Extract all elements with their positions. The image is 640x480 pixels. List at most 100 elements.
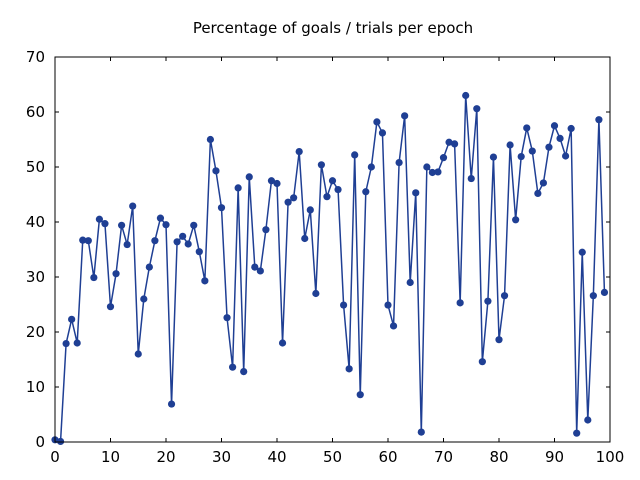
data-point [295, 148, 303, 156]
x-tick-labels: 0 10 20 30 40 50 60 70 80 90 100 [50, 448, 624, 466]
data-point [340, 301, 348, 309]
data-point [156, 214, 165, 222]
x-tick-label: 80 [489, 448, 508, 466]
data-point [317, 161, 325, 169]
data-point [373, 118, 381, 126]
data-point [290, 194, 298, 202]
data-point [384, 301, 392, 309]
data-point [112, 270, 120, 278]
data-point [273, 179, 281, 188]
data-point [573, 429, 581, 437]
data-point [134, 350, 142, 358]
data-point [68, 315, 76, 323]
data-point [206, 135, 214, 144]
data-point [545, 143, 553, 151]
data-point [278, 339, 287, 347]
y-tick-label: 60 [26, 103, 45, 121]
data-point [456, 299, 464, 307]
data-point [306, 206, 314, 214]
data-point [195, 248, 203, 256]
data-point [95, 215, 103, 223]
x-tick-label: 70 [434, 448, 453, 466]
data-point [406, 278, 414, 287]
data-point [284, 198, 292, 206]
series-group [51, 91, 609, 446]
data-point [262, 226, 270, 234]
data-point [362, 188, 370, 196]
x-tick-label: 40 [267, 448, 286, 466]
data-point [584, 416, 592, 424]
y-tick-label: 70 [26, 48, 45, 66]
data-point [506, 141, 514, 149]
data-point [578, 248, 586, 256]
data-point [367, 163, 375, 171]
data-point [84, 237, 92, 245]
data-point [90, 273, 98, 282]
y-tick-labels: 0 10 20 30 40 50 60 70 [26, 48, 45, 451]
data-point [345, 365, 353, 373]
data-point [500, 292, 509, 300]
data-point [167, 400, 176, 408]
data-point [489, 153, 498, 161]
data-point [240, 368, 248, 376]
y-tick-label: 50 [26, 158, 45, 176]
data-point [73, 339, 81, 347]
data-point [351, 151, 359, 159]
data-point [589, 292, 597, 300]
data-point [389, 322, 398, 330]
data-point [223, 314, 231, 322]
x-tick-label: 20 [156, 448, 175, 466]
data-point [478, 358, 486, 366]
data-point [562, 152, 570, 160]
data-point [212, 167, 220, 175]
series-line [54, 94, 606, 443]
data-point [517, 152, 525, 161]
y-tick-label: 0 [35, 433, 45, 451]
x-tick-label: 90 [545, 448, 564, 466]
data-point [179, 232, 187, 240]
data-point [245, 173, 253, 181]
data-point [173, 238, 181, 246]
data-point [118, 221, 126, 229]
data-point [539, 179, 548, 187]
data-point [356, 391, 364, 399]
data-point [312, 289, 320, 298]
plot-frame [54, 56, 611, 443]
data-point [462, 91, 470, 100]
x-tick-label: 100 [596, 448, 625, 466]
data-point [473, 105, 481, 113]
data-point [484, 297, 492, 305]
x-tick-label: 60 [378, 448, 397, 466]
y-tick-label: 20 [26, 323, 45, 341]
data-point [123, 240, 131, 249]
data-point [229, 363, 237, 371]
data-point [378, 129, 387, 137]
data-point [445, 138, 453, 146]
data-point [451, 140, 459, 148]
data-point [151, 237, 159, 245]
data-point [567, 124, 575, 133]
data-point [140, 295, 148, 303]
data-point [256, 267, 264, 275]
data-point [162, 221, 170, 229]
data-point [556, 134, 564, 142]
data-point [423, 163, 431, 171]
y-tick-label: 10 [26, 378, 45, 396]
data-point [217, 204, 226, 212]
y-tick-label: 40 [26, 213, 45, 231]
data-point [595, 116, 603, 124]
data-point [512, 216, 520, 224]
data-point [234, 184, 242, 192]
data-point [334, 185, 342, 194]
data-point [301, 234, 309, 243]
data-point [106, 303, 115, 311]
data-point [56, 437, 65, 446]
data-point [201, 277, 209, 285]
data-point [434, 168, 442, 176]
axis-ticks [54, 56, 611, 443]
data-point [401, 112, 409, 120]
data-point [267, 177, 276, 185]
data-point [395, 159, 403, 167]
data-point [550, 122, 559, 130]
